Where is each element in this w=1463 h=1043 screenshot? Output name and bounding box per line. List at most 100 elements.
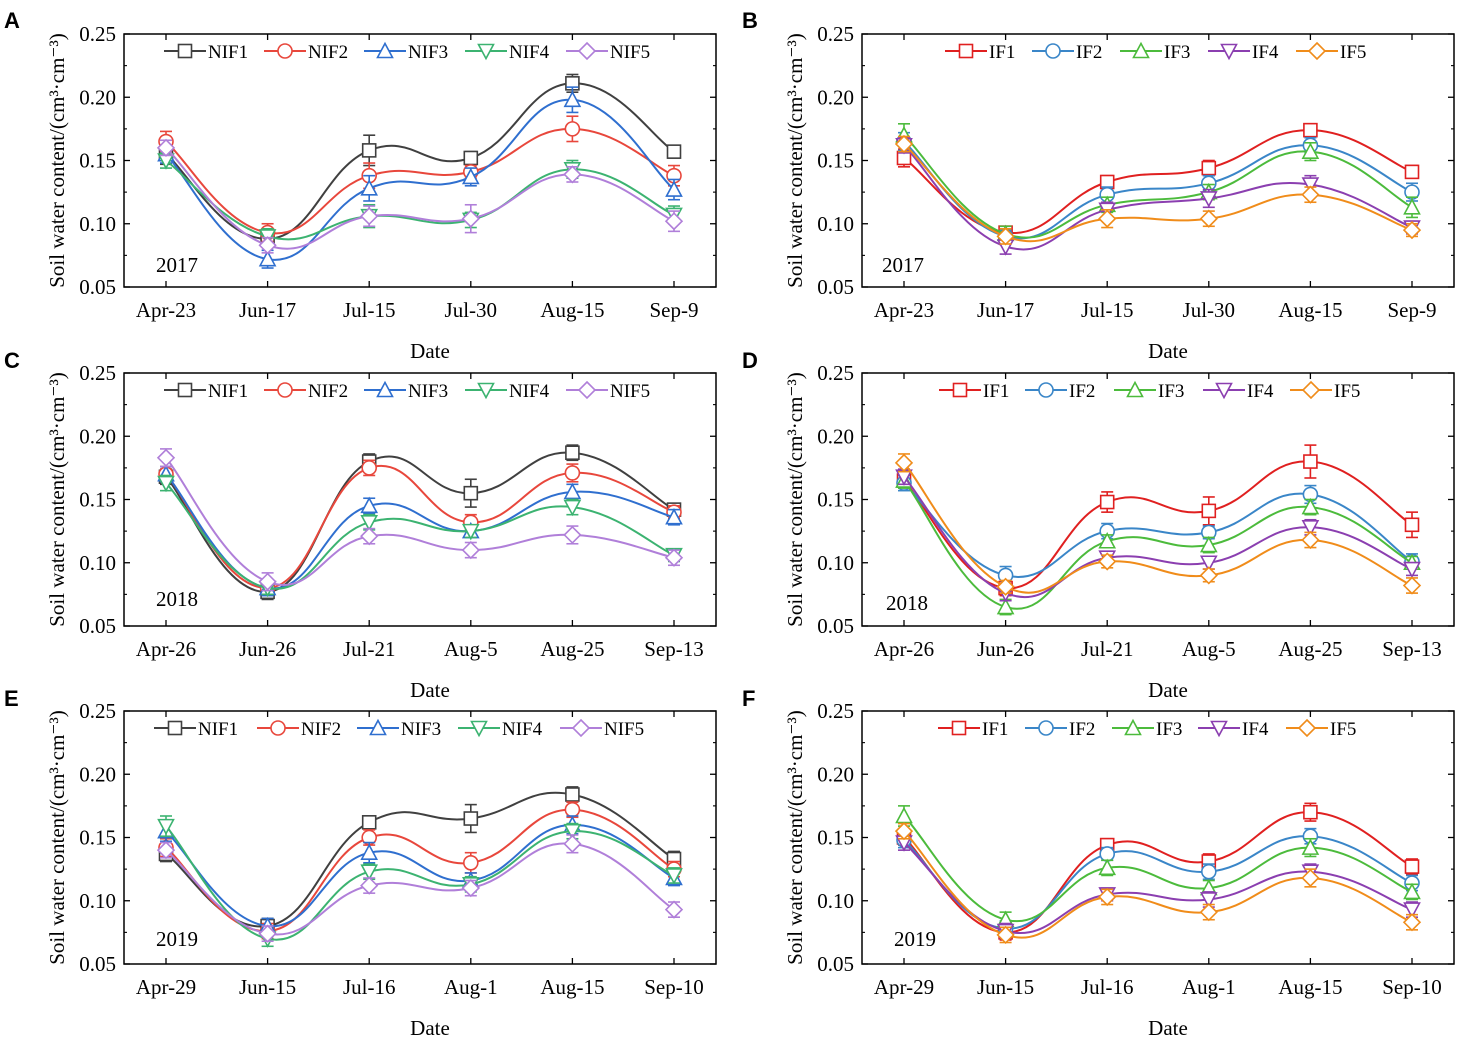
series-nif5 xyxy=(156,138,684,255)
data-point xyxy=(360,179,379,196)
series-if3 xyxy=(895,471,1421,616)
data-point xyxy=(1199,892,1218,909)
legend-marker xyxy=(277,43,293,59)
legend-entry-if1: IF1 xyxy=(939,381,1009,402)
data-point xyxy=(563,90,582,108)
year-label: 2018 xyxy=(886,591,928,615)
data-point xyxy=(1098,209,1117,228)
data-point xyxy=(1301,497,1320,515)
legend-marker xyxy=(1038,382,1054,398)
y-tick-label: 0.15 xyxy=(79,826,116,850)
x-tick-label: Apr-26 xyxy=(874,637,934,661)
series-line xyxy=(165,842,675,936)
legend-entry-nif3: NIF3 xyxy=(357,718,441,740)
legend-entry-if1: IF1 xyxy=(945,42,1015,63)
legend-label: IF3 xyxy=(1158,381,1184,402)
legend-entry-if1: IF1 xyxy=(938,719,1008,740)
year-label: 2017 xyxy=(156,253,198,277)
x-tick-label: Jun-26 xyxy=(239,637,296,661)
legend-marker xyxy=(1124,718,1142,736)
legend-label: IF4 xyxy=(1242,719,1269,740)
data-point xyxy=(361,460,378,476)
series-line xyxy=(903,479,1413,610)
x-tick-label: Jul-21 xyxy=(1081,637,1134,661)
y-tick-label: 0.25 xyxy=(817,22,854,46)
data-point xyxy=(895,806,913,824)
data-point xyxy=(664,900,684,919)
data-point xyxy=(894,134,914,154)
x-tick-label: Apr-23 xyxy=(136,298,196,322)
y-tick-label: 0.15 xyxy=(79,149,116,173)
series-nif3 xyxy=(157,86,683,269)
series-line xyxy=(903,476,1413,599)
plot-frame xyxy=(123,710,717,965)
x-axis-title: Date xyxy=(410,1016,450,1040)
legend-entry-if3: IF3 xyxy=(1120,41,1190,63)
y-tick-label: 0.25 xyxy=(79,361,116,385)
legend-marker xyxy=(958,43,974,59)
data-point xyxy=(258,249,277,267)
series-line xyxy=(165,464,675,590)
y-tick-label: 0.25 xyxy=(817,361,854,385)
x-axis-title: Date xyxy=(1148,339,1188,363)
series-nif2 xyxy=(158,801,682,940)
x-tick-label: Sep-10 xyxy=(1382,975,1442,999)
y-axis-title: Soil water content/(cm³·cm⁻³) xyxy=(783,33,807,288)
legend-entry-nif4: NIF4 xyxy=(465,381,550,402)
series-line xyxy=(903,462,1413,594)
data-point xyxy=(360,864,379,881)
data-point xyxy=(1403,882,1421,900)
data-point xyxy=(1199,555,1218,572)
x-axis-title: Date xyxy=(1148,678,1188,702)
series-line xyxy=(165,808,675,933)
data-point xyxy=(565,445,580,460)
series-line xyxy=(165,482,675,590)
data-point xyxy=(1404,517,1420,533)
x-tick-label: Aug-25 xyxy=(1278,637,1342,661)
legend-label: NIF5 xyxy=(610,42,650,63)
legend-label: IF1 xyxy=(983,381,1009,402)
panel-e: E 0.05 0.10 0.15 0.20 0.25 Apr-29 Jun-15 Jul-16 A… xyxy=(4,686,717,1040)
series-line xyxy=(165,98,675,261)
y-tick-label: 0.20 xyxy=(79,762,116,786)
legend-label: NIF3 xyxy=(408,42,448,63)
series-line xyxy=(903,811,1413,934)
x-tick-label: Aug-15 xyxy=(540,975,604,999)
data-point xyxy=(1098,532,1117,549)
y-tick-label: 0.05 xyxy=(817,952,854,976)
data-point xyxy=(564,465,581,481)
y-tick-label: 0.10 xyxy=(79,551,116,575)
y-tick-label: 0.20 xyxy=(79,424,116,448)
series-nif1 xyxy=(158,786,682,935)
legend-marker xyxy=(477,382,495,400)
legend-marker xyxy=(1301,380,1321,400)
data-point xyxy=(996,925,1015,945)
y-tick-label: 0.20 xyxy=(817,762,854,786)
legend-entry-if4: IF4 xyxy=(1208,42,1279,63)
panel-d: D 0.05 0.10 0.15 0.20 0.25 Apr-26 Jun-26 Jul-21 A… xyxy=(742,348,1455,702)
data-point xyxy=(1301,530,1320,550)
x-tick-label: Jun-17 xyxy=(977,298,1034,322)
legend-entry-if4: IF4 xyxy=(1198,719,1269,740)
data-point xyxy=(1301,185,1320,204)
data-point xyxy=(1402,576,1422,595)
data-point xyxy=(1301,142,1320,159)
series-line xyxy=(903,143,1413,243)
plot-frame xyxy=(861,33,1455,288)
x-tick-label: Sep-13 xyxy=(644,637,704,661)
legend-entry-if2: IF2 xyxy=(1032,42,1102,63)
y-tick-label: 0.10 xyxy=(817,212,854,236)
series-line xyxy=(165,791,675,928)
data-point xyxy=(258,572,277,591)
series-nif3 xyxy=(157,815,683,935)
plot-frame xyxy=(861,710,1455,965)
legend-label: IF5 xyxy=(1334,381,1360,402)
data-point xyxy=(1199,566,1218,585)
x-tick-label: Apr-23 xyxy=(874,298,934,322)
data-point xyxy=(1402,220,1422,240)
y-axis-title: Soil water content/(cm³·cm⁻³) xyxy=(45,372,69,627)
data-point xyxy=(565,787,580,802)
data-point xyxy=(563,834,582,853)
y-tick-label: 0.05 xyxy=(79,275,116,299)
series-nif2 xyxy=(158,459,682,596)
